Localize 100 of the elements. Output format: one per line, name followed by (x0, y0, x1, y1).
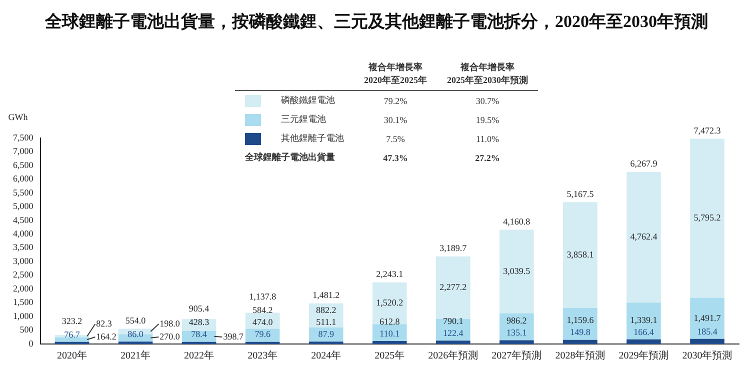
total-label: 554.0 (125, 315, 146, 326)
bar (626, 302, 661, 340)
data-label: 110.1 (380, 328, 400, 338)
data-label: 149.8 (570, 327, 591, 338)
y-tick-label: 2,500 (13, 270, 34, 280)
x-tick-label: 2029年預測 (618, 350, 669, 362)
bar (690, 138, 724, 298)
data-label: 166.4 (634, 326, 654, 337)
bar (563, 202, 598, 308)
text: 複合年增長率 2025年至2030年預測 (446, 61, 529, 87)
annotation: 全球鋰離子電池出貨量 (244, 151, 336, 164)
text: 30.1% (382, 114, 408, 126)
y-tick-label: 7,500 (13, 132, 34, 142)
chart-title: 全球鋰離子電池出貨量，按磷酸鐵鋰、三元及其他鋰離子電池拆分，2020年至2030年預測 (44, 11, 709, 33)
legend-label: 其他鋰離子電池 (280, 132, 345, 145)
y-tick-label: 500 (20, 324, 34, 335)
data-label: 270.0 (160, 331, 180, 342)
legend-label: 三元鋰電池 (280, 113, 327, 126)
data-label: 986.2 (506, 316, 527, 326)
x-tick-label: 2030年預測 (682, 350, 732, 362)
total-label: 7,472.3 (694, 126, 722, 136)
bar (372, 340, 407, 344)
bar (626, 172, 661, 303)
data-label: 3,858.1 (566, 249, 594, 260)
y-tick-label: 4,500 (13, 214, 34, 225)
y-tick-label: 3,000 (13, 256, 34, 266)
annotation: 27.2% (474, 152, 501, 164)
bar (500, 340, 534, 344)
total-label: 2,243.1 (376, 269, 404, 280)
data-label: 79.6 (254, 329, 271, 340)
x-tick-label: 2022年 (184, 350, 214, 362)
total-label: 1,137.8 (249, 292, 277, 302)
x-tick-label: 2026年預測 (428, 350, 478, 362)
x-tick-label: 2028年預測 (555, 350, 606, 362)
text: 79.2% (382, 94, 408, 108)
total-label: 905.4 (188, 304, 210, 314)
text: 30.7% (474, 94, 500, 108)
bar (500, 230, 534, 314)
x-tick-label: 2023年 (248, 350, 278, 362)
data-label: 164.2 (96, 331, 116, 342)
data-label: 3,039.5 (503, 266, 531, 276)
data-label: 86.0 (128, 328, 144, 339)
data-label: 135.1 (506, 328, 527, 338)
data-label: 5,795.2 (694, 212, 721, 223)
total-label: 6,267.9 (630, 158, 658, 169)
data-label: 1,491.7 (694, 312, 722, 323)
data-label: 584.2 (252, 305, 273, 316)
data-label: 78.4 (191, 329, 208, 340)
annotation: 11.0% (475, 132, 500, 146)
bar (563, 340, 598, 344)
bar (626, 339, 661, 344)
data-label: 2,277.2 (440, 282, 467, 292)
data-label: 1,159.6 (566, 315, 594, 326)
y-tick-label: 4,000 (13, 228, 34, 238)
total-label: 323.2 (62, 316, 82, 326)
y-tick-label: 5,000 (13, 201, 34, 212)
data-label: 1,339.1 (630, 314, 658, 325)
x-tick-label: 2024年 (311, 350, 342, 362)
y-tick-label: 1,000 (13, 310, 34, 321)
data-label: 428.3 (188, 317, 210, 328)
y-tick-label: 3,500 (13, 242, 34, 252)
bar (690, 338, 724, 344)
data-label: 198.0 (160, 318, 180, 328)
legend-label: 磷酸鐵鋰電池 (280, 94, 336, 107)
bar (245, 312, 280, 329)
y-axis-title: GWh (8, 112, 28, 122)
x-tick-label: 2027年預測 (492, 350, 542, 362)
y-tick-label: 1,500 (13, 297, 34, 308)
data-label: 82.3 (96, 318, 112, 328)
total-label: 5,167.5 (566, 188, 594, 199)
y-tick-label: 6,000 (13, 174, 34, 184)
data-label: 790.1 (443, 316, 464, 326)
y-tick-label: 5,500 (13, 187, 34, 198)
bar (436, 340, 470, 344)
data-label: 398.7 (223, 331, 244, 342)
bar (308, 328, 344, 342)
data-label: 185.4 (697, 326, 718, 336)
bar (54, 337, 90, 342)
text: 複合年增長率 2020年至2025年 (363, 61, 428, 87)
x-tick-label: 2020年 (57, 350, 88, 362)
data-label: 76.7 (64, 329, 80, 340)
x-tick-label: 2021年 (120, 350, 151, 362)
y-tick-label: 0 (28, 338, 34, 348)
y-tick-label: 7,000 (13, 146, 34, 156)
data-label: 612.8 (380, 316, 400, 326)
annotation: 47.3% (382, 152, 409, 164)
total-label: 1,481.2 (312, 290, 340, 300)
y-tick-label: 6,500 (13, 160, 34, 170)
data-label: 474.0 (252, 317, 274, 328)
bar (690, 298, 724, 339)
bar (372, 282, 407, 324)
data-label: 4,762.4 (630, 232, 658, 242)
total-label: 3,189.7 (440, 243, 468, 254)
y-tick-label: 2,000 (13, 283, 34, 294)
annotation: 7.5% (385, 132, 406, 146)
data-label: 1,520.2 (376, 298, 404, 308)
data-label: 87.9 (318, 328, 334, 339)
bar (372, 324, 407, 341)
data-label: 882.2 (316, 304, 336, 315)
data-label: 122.4 (443, 328, 464, 338)
